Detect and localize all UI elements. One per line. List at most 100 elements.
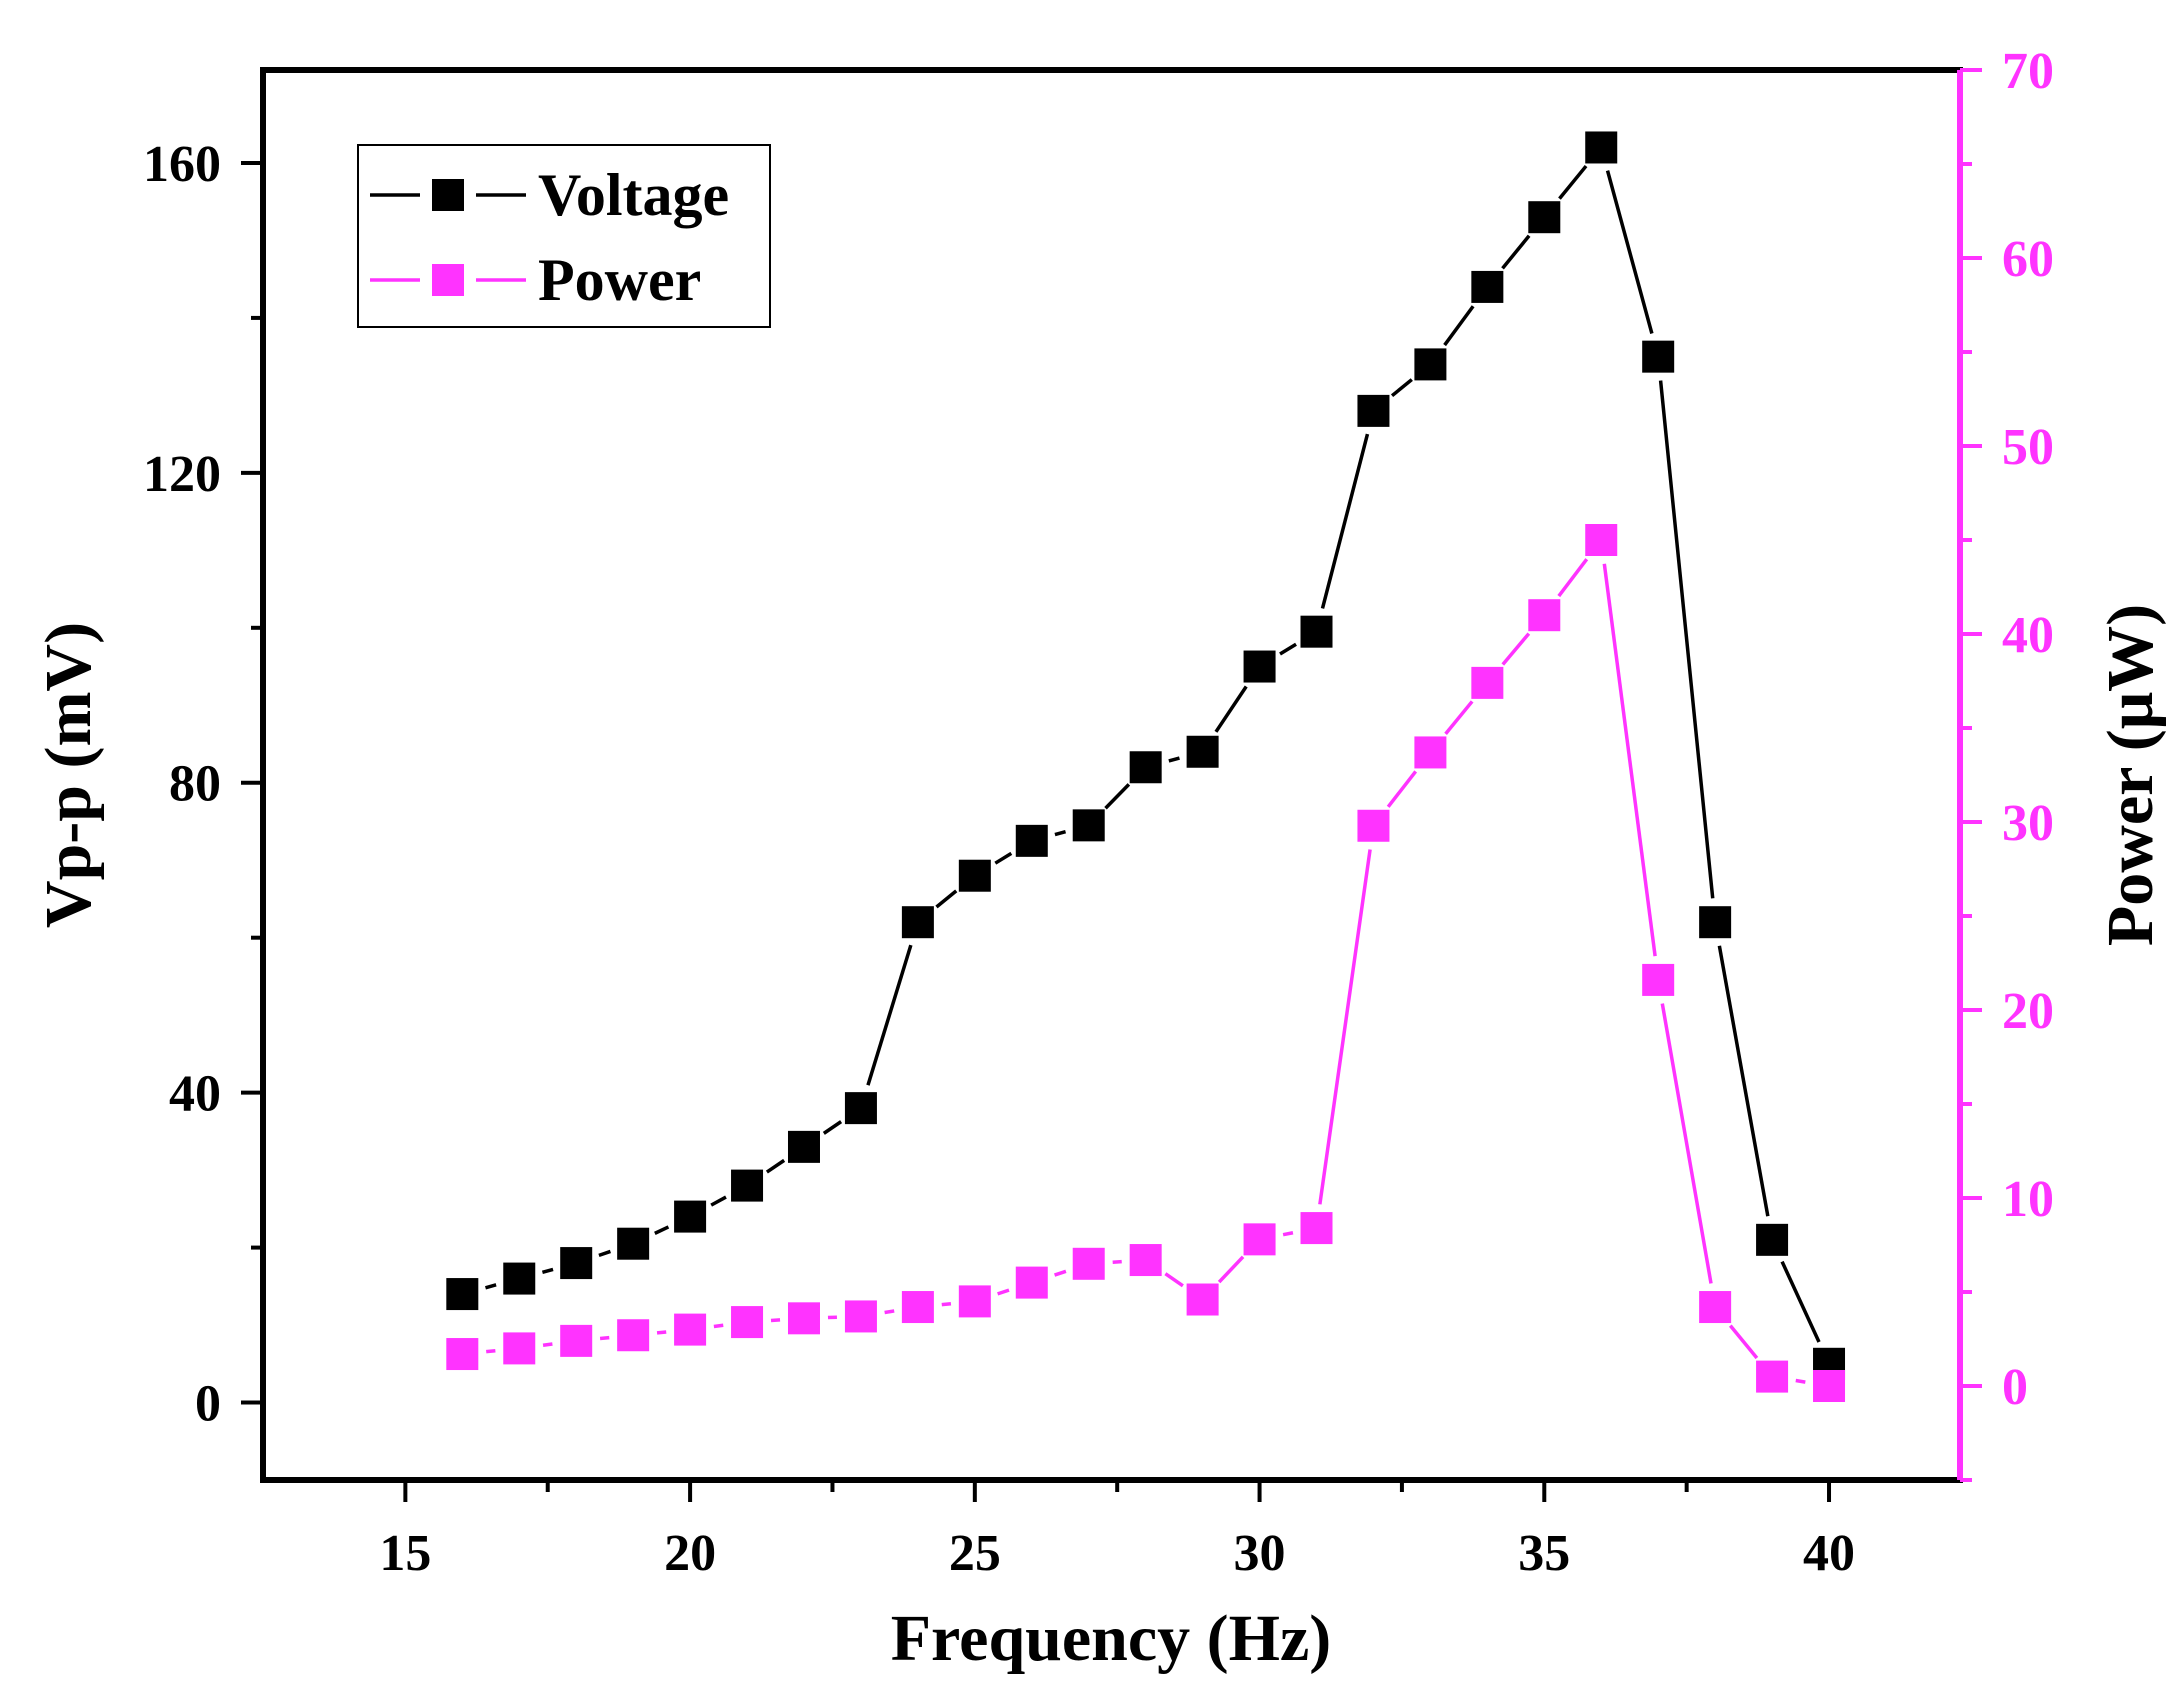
voltage-line-segment	[1443, 305, 1475, 347]
voltage-marker	[617, 1227, 650, 1260]
power-marker	[1813, 1370, 1846, 1402]
power-marker	[844, 1300, 877, 1333]
voltage-line-segment	[1168, 756, 1180, 763]
y-tick-label: 120	[143, 446, 221, 503]
power-marker	[1300, 1212, 1333, 1245]
voltage-line-segment	[1214, 685, 1248, 733]
power-line-segment	[1501, 632, 1531, 666]
y-tick-label: 0	[195, 1376, 221, 1433]
power-line-segment	[1602, 563, 1657, 957]
y2-tick-label: 30	[2002, 795, 2054, 852]
y2-tick-label: 0	[2002, 1359, 2028, 1416]
tick-layer: 15 20 25 30 35 40 0 40 80 120 160 0 10 20 30 40 50 60 70	[143, 43, 2054, 1582]
power-line-segment	[884, 1309, 895, 1315]
y2-tick-label: 20	[2002, 983, 2054, 1040]
power-marker	[674, 1313, 707, 1346]
voltage-line-segment	[541, 1267, 554, 1274]
power-marker	[560, 1324, 593, 1357]
legend-voltage-label: Voltage	[538, 162, 729, 228]
voltage-line-segment	[485, 1283, 497, 1290]
power-marker	[1528, 599, 1561, 632]
voltage-marker	[787, 1130, 820, 1163]
power-marker	[1015, 1266, 1048, 1299]
legend-box	[357, 144, 771, 328]
power-marker	[1756, 1360, 1789, 1393]
voltage-marker	[1186, 735, 1219, 768]
power-marker	[787, 1302, 820, 1335]
voltage-marker	[503, 1262, 536, 1295]
voltage-marker	[1357, 394, 1390, 427]
power-line-segment	[1557, 558, 1589, 598]
y-tick-label: 80	[169, 756, 221, 813]
legend-items: Voltage Power	[370, 162, 729, 313]
voltage-marker	[901, 906, 934, 939]
power-line-segment	[486, 1349, 496, 1354]
voltage-marker	[1528, 201, 1561, 234]
voltage-line-segment	[1501, 234, 1531, 270]
voltage-line-segment	[935, 889, 958, 909]
y-axis-title: Vp-p (mV)	[32, 622, 105, 928]
power-line-segment	[713, 1323, 724, 1329]
power-marker	[1357, 809, 1390, 842]
y2-tick-label: 50	[2002, 419, 2054, 476]
power-line-segment	[1728, 1324, 1759, 1360]
y2-tick-label: 10	[2002, 1171, 2054, 1228]
power-line-segment	[770, 1318, 781, 1323]
voltage-line-segment	[1658, 380, 1715, 899]
power-marker	[1585, 524, 1618, 556]
x-tick-label: 25	[949, 1525, 1001, 1582]
power-line-segment	[542, 1342, 553, 1347]
voltage-line-segment	[822, 1120, 843, 1135]
voltage-line-segment	[994, 851, 1013, 865]
power-line-segment	[656, 1330, 667, 1335]
power-marker	[1243, 1223, 1276, 1256]
power-line-segment	[1318, 849, 1372, 1205]
power-marker	[1471, 666, 1504, 699]
voltage-line-segment	[654, 1225, 670, 1235]
voltage-line-segment	[1320, 433, 1370, 609]
voltage-marker	[1642, 340, 1675, 373]
power-line-segment	[599, 1335, 610, 1341]
voltage-marker	[731, 1169, 764, 1202]
voltage-marker	[1243, 650, 1276, 683]
voltage-marker	[1072, 809, 1105, 842]
power-line-segment	[1112, 1259, 1122, 1264]
y2-tick-label: 60	[2002, 231, 2054, 288]
power-line-segment	[1795, 1378, 1806, 1384]
voltage-marker	[674, 1200, 707, 1233]
legend-power-marker	[432, 264, 464, 296]
power-marker	[1642, 963, 1675, 996]
voltage-line-segment	[765, 1158, 786, 1174]
power-marker	[1129, 1244, 1162, 1277]
voltage-marker	[1129, 751, 1162, 784]
voltage-marker	[1756, 1223, 1789, 1256]
x-tick-label: 20	[664, 1525, 716, 1582]
voltage-marker	[844, 1092, 877, 1125]
voltage-line-segment	[1780, 1260, 1821, 1343]
power-marker	[446, 1338, 479, 1371]
power-marker	[1072, 1247, 1105, 1280]
legend-voltage-marker	[432, 179, 464, 211]
x-tick-label: 40	[1803, 1525, 1855, 1582]
voltage-line-segment	[710, 1195, 727, 1207]
power-line-segment	[997, 1288, 1010, 1296]
power-marker	[958, 1285, 991, 1318]
power-marker	[1414, 736, 1447, 769]
x-tick-label: 35	[1518, 1525, 1570, 1582]
voltage-line-segment	[598, 1249, 611, 1258]
voltage-marker	[1414, 348, 1447, 381]
voltage-marker	[560, 1247, 593, 1280]
power-line-segment	[941, 1302, 952, 1307]
power-marker	[617, 1319, 650, 1352]
voltage-line-segment	[1390, 378, 1413, 398]
power-line-segment	[1444, 700, 1474, 735]
y-tick-label: 40	[169, 1066, 221, 1123]
y2-tick-label: 40	[2002, 607, 2054, 664]
power-marker	[503, 1332, 536, 1365]
y-tick-label: 160	[143, 136, 221, 193]
power-marker	[1699, 1291, 1732, 1324]
voltage-marker	[1699, 906, 1732, 939]
series-layer	[446, 131, 1846, 1402]
voltage-marker	[1471, 270, 1504, 303]
